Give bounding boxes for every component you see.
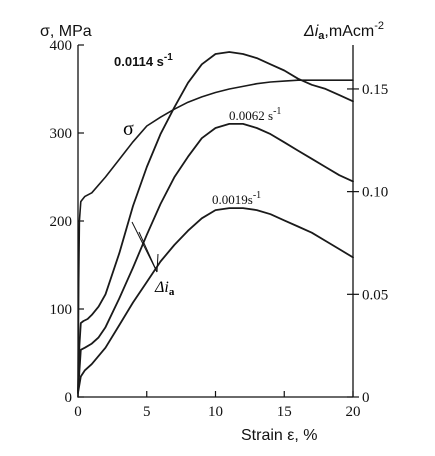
rate-label-0062: 0.0062 s-1 bbox=[229, 106, 281, 123]
left-tick-label-3: 300 bbox=[50, 126, 73, 142]
rate-label-0019-exp: -1 bbox=[253, 190, 261, 201]
right-tick-label-3: 0.15 bbox=[362, 82, 388, 98]
delta-ia-pointer bbox=[131, 221, 159, 273]
delta-ia-sub: a bbox=[169, 286, 175, 298]
right-tick-label-1: 0.05 bbox=[362, 287, 388, 303]
rate-label-0062-exp: -1 bbox=[273, 106, 281, 117]
series-line-2 bbox=[77, 123, 354, 394]
y-right-title-units: ,mAcm bbox=[324, 23, 374, 40]
pointer-line-3 bbox=[156, 253, 159, 273]
rate-label-0114-value: 0.0114 bbox=[114, 54, 154, 69]
left-tick-label-0: 0 bbox=[65, 390, 73, 406]
rate-label-0062-unit: s bbox=[268, 108, 273, 123]
right-axis-ticks: 0 0.05 0.10 0.15 bbox=[347, 82, 388, 406]
rate-label-0062-value: 0.0062 bbox=[229, 108, 265, 123]
rate-label-0114-unit: s bbox=[157, 54, 164, 69]
x-tick-label-4: 20 bbox=[346, 404, 361, 420]
rate-label-0019-value: 0.0019 bbox=[212, 192, 248, 207]
x-axis-title: Strain ε, % bbox=[241, 427, 318, 444]
series-line-3 bbox=[77, 207, 354, 394]
y-right-axis-title: Δia,mAcm-2 bbox=[303, 20, 384, 42]
rate-label-0114-exp: -1 bbox=[164, 52, 173, 63]
y-right-title-delta: Δi bbox=[303, 23, 319, 40]
rate-label-0019: 0.0019s-1 bbox=[212, 190, 261, 207]
pointer-line-2 bbox=[138, 231, 158, 273]
y-left-axis-title: σ, MPa bbox=[40, 23, 92, 40]
left-tick-label-4: 400 bbox=[50, 38, 73, 54]
rate-label-0019-unit: s bbox=[248, 192, 253, 207]
delta-ia-main: Δi bbox=[154, 279, 169, 296]
y-right-title-sub: a bbox=[318, 30, 325, 42]
y-right-title-exp: -2 bbox=[374, 20, 384, 32]
rate-label-0114: 0.0114 s-1 bbox=[114, 52, 173, 69]
x-tick-label-3: 15 bbox=[277, 404, 292, 420]
series-layer bbox=[77, 51, 354, 398]
sigma-curve-label: σ bbox=[123, 118, 134, 140]
x-axis-ticks: 0 5 10 15 20 bbox=[74, 391, 361, 420]
series-line-0 bbox=[77, 79, 354, 398]
left-axis-ticks: 0 100 200 300 400 bbox=[50, 38, 84, 406]
delta-ia-label: Δia bbox=[154, 279, 175, 298]
left-tick-label-2: 200 bbox=[50, 214, 73, 230]
x-tick-label-0: 0 bbox=[74, 404, 82, 420]
series-line-1 bbox=[77, 51, 354, 392]
right-tick-label-0: 0 bbox=[362, 390, 370, 406]
x-tick-label-2: 10 bbox=[208, 404, 223, 420]
x-tick-label-1: 5 bbox=[143, 404, 151, 420]
right-tick-label-2: 0.10 bbox=[362, 185, 388, 201]
left-tick-label-1: 100 bbox=[50, 302, 73, 318]
